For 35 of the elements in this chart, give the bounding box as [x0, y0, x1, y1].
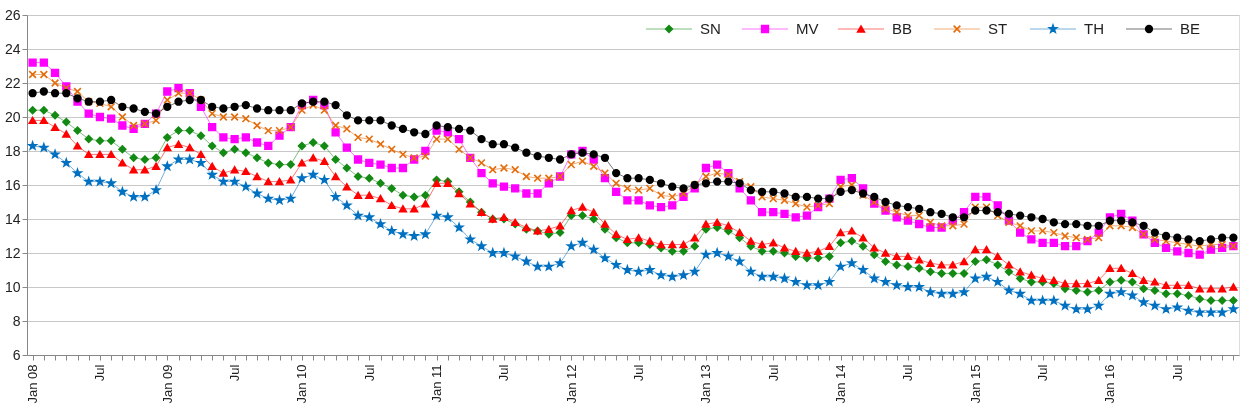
- x-tick-label: Jan 14: [833, 364, 849, 404]
- y-tick-label: 22: [4, 74, 21, 91]
- y-tick-label: 26: [4, 6, 21, 23]
- x-tick-label: Jul: [1035, 364, 1051, 382]
- x-tick-label: Jul: [227, 364, 243, 382]
- legend-label: BB: [892, 20, 913, 37]
- x-tick-label: Jul: [496, 364, 512, 382]
- x-tick-label: Jan 16: [1102, 364, 1118, 404]
- y-tick-label: 12: [4, 244, 21, 261]
- x-tick-label: Jan 10: [294, 364, 310, 404]
- y-tick-label: 14: [4, 210, 21, 227]
- x-tick-label: Jan 11: [429, 364, 445, 403]
- x-tick-label: Jul: [1169, 364, 1185, 382]
- legend-label: ST: [988, 20, 1008, 37]
- y-tick-label: 8: [12, 312, 21, 329]
- x-tick-label: Jul: [900, 364, 916, 382]
- y-tick-label: 24: [4, 40, 21, 57]
- x-tick-label: Jan 09: [159, 364, 175, 404]
- x-tick-label: Jan 12: [563, 364, 579, 404]
- y-tick-label: 10: [4, 278, 21, 295]
- legend-label: TH: [1084, 20, 1104, 37]
- y-tick-label: 6: [12, 346, 21, 363]
- x-tick-label: Jul: [765, 364, 781, 382]
- y-tick-label: 20: [4, 108, 21, 125]
- x-tick-label: Jan 15: [967, 364, 983, 404]
- x-tick-label: Jul: [631, 364, 647, 382]
- legend-label: BE: [1180, 20, 1201, 37]
- y-tick-label: 18: [4, 142, 21, 159]
- x-tick-label: Jan 08: [25, 364, 41, 404]
- x-tick-label: Jul: [92, 364, 108, 382]
- x-tick-label: Jul: [361, 364, 377, 382]
- y-tick-label: 16: [4, 176, 21, 193]
- legend-label: MV: [796, 20, 819, 37]
- legend-label: SN: [700, 20, 721, 37]
- x-tick-label: Jan 13: [698, 364, 714, 404]
